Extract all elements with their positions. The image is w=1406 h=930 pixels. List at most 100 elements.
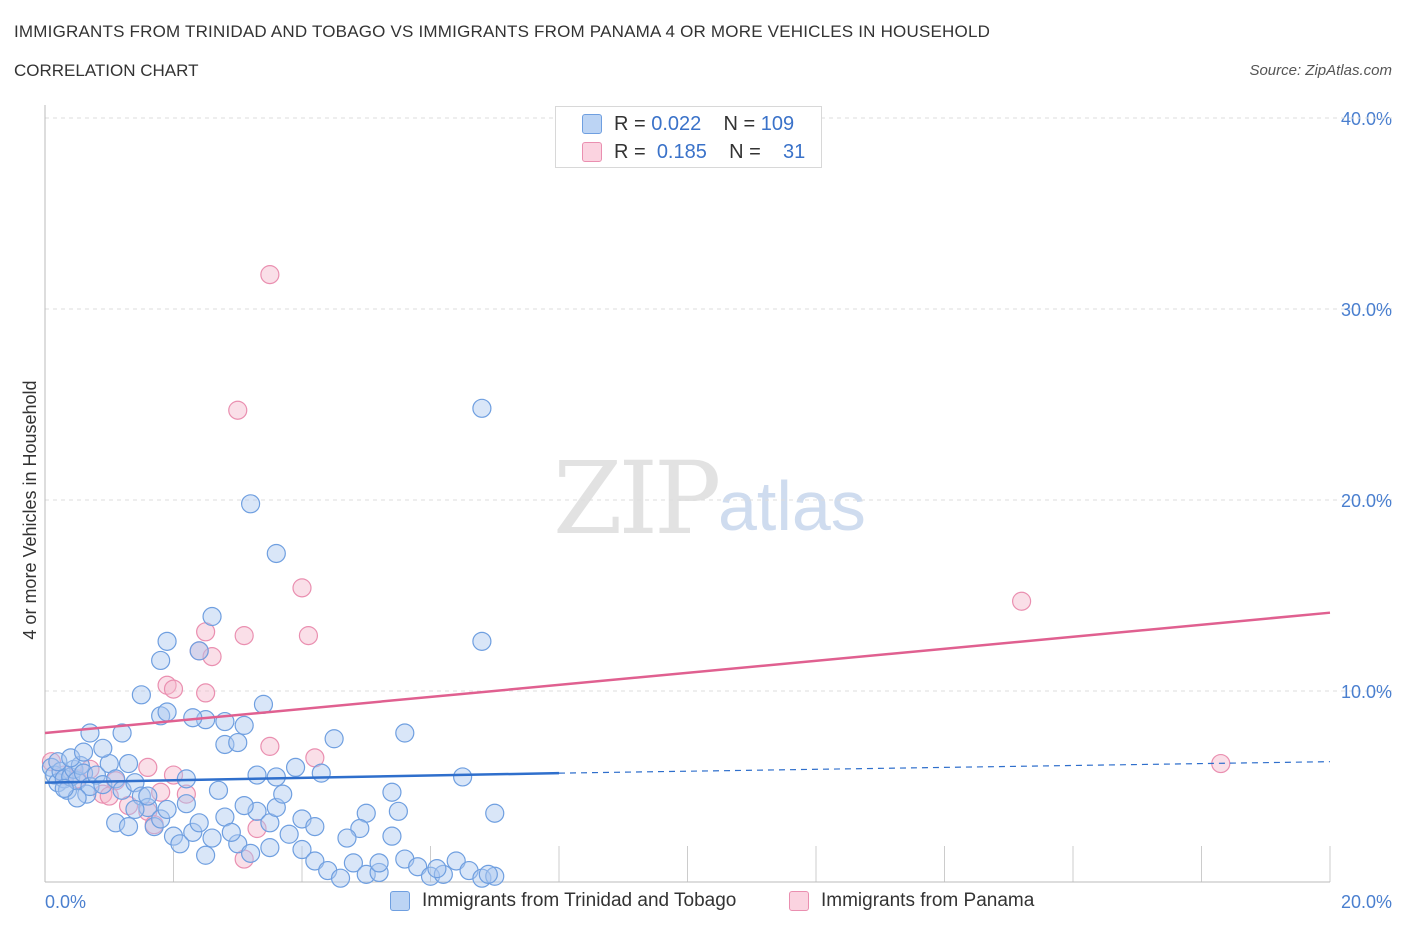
trinidad-point	[48, 752, 68, 772]
legend-n-value: 31	[783, 140, 806, 163]
y-tick-label: 40.0%	[1341, 109, 1392, 129]
trinidad-point	[324, 729, 344, 749]
panama-point	[138, 757, 158, 778]
trinidad-point	[144, 817, 164, 837]
trinidad-point	[241, 843, 261, 863]
trinidad-point	[395, 723, 415, 743]
trinidad-point	[369, 853, 389, 873]
panama-point	[260, 736, 280, 756]
legend-r-label: R =	[614, 140, 646, 163]
trinidad-point	[202, 828, 222, 848]
trinidad-point	[305, 851, 325, 871]
panama-point	[1011, 591, 1032, 611]
panama-point	[151, 782, 171, 802]
trinidad-point	[196, 845, 216, 865]
trinidad-point	[453, 767, 473, 787]
legend-n-label: N =	[723, 112, 756, 135]
chart-subtitle: CORRELATION CHART	[14, 61, 199, 80]
trinidad-point	[54, 778, 74, 799]
bottom-swatch-trinidad	[390, 891, 410, 911]
trinidad-point	[273, 784, 293, 804]
trinidad-point	[292, 839, 312, 860]
trinidad-point	[260, 838, 280, 858]
trinidad-point	[350, 818, 370, 839]
x-tick-label: 0.0%	[45, 892, 86, 912]
y-tick-label: 20.0%	[1341, 491, 1392, 511]
legend-row-panama: R = 0.185 N = 31	[582, 139, 805, 165]
legend-r-value: 0.185	[656, 140, 707, 163]
x-tick-label: 20.0%	[1341, 892, 1392, 912]
y-axis-label: 4 or more Vehicles in Household	[20, 380, 40, 639]
trinidad-point	[330, 868, 351, 888]
trinidad-point	[241, 494, 261, 514]
trinidad-point	[228, 834, 248, 854]
trinidad-point	[163, 826, 184, 846]
legend-n-value: 109	[760, 112, 795, 135]
trinidad-point	[337, 828, 357, 848]
trinidad-point	[382, 782, 402, 802]
trinidad-point	[343, 853, 363, 873]
trinidad-point	[183, 822, 203, 842]
trinidad-point	[151, 650, 171, 671]
trinidad-point	[446, 851, 466, 871]
legend-n-label: N =	[729, 140, 761, 163]
correlation-legend: R = 0.022 N = 109 R = 0.185 N = 31	[555, 106, 822, 168]
trinidad-point	[67, 788, 87, 808]
trinidad-point	[472, 398, 492, 418]
bottom-legend-panama: Immigrants from Panama	[789, 890, 1034, 912]
trinidad-point	[157, 799, 177, 820]
trinidad-point	[485, 803, 505, 823]
trinidad-point	[279, 824, 299, 844]
trinidad-trend-line	[44, 771, 560, 784]
legend-swatch-panama	[582, 142, 602, 162]
panama-point	[234, 626, 254, 646]
source-label: Source: ZipAtlas.com	[1249, 62, 1392, 79]
trinidad-point	[266, 767, 286, 787]
trinidad-point	[118, 753, 139, 774]
trinidad-point	[106, 769, 126, 789]
trinidad-point	[472, 631, 492, 651]
trinidad-point	[478, 864, 498, 884]
panama-point	[196, 683, 216, 703]
panama-point	[292, 578, 312, 598]
watermark-zip: ZIP	[553, 440, 721, 557]
panama-point	[260, 265, 280, 285]
trinidad-point	[202, 606, 222, 627]
trinidad-point	[311, 763, 331, 783]
trinidad-point	[208, 780, 229, 800]
trinidad-point	[118, 817, 139, 837]
trinidad-point	[247, 765, 267, 785]
trinidad-point	[427, 859, 447, 879]
trinidad-point	[157, 702, 177, 722]
trinidad-point	[408, 857, 428, 877]
bottom-swatch-panama	[789, 891, 809, 911]
trinidad-point	[125, 799, 145, 820]
legend-swatch-trinidad	[582, 114, 602, 134]
trinidad-point	[131, 685, 151, 705]
y-tick-label: 30.0%	[1341, 300, 1392, 320]
trinidad-trend-extension	[558, 761, 1331, 774]
trinidad-point	[382, 826, 402, 846]
chart-title: IMMIGRANTS FROM TRINIDAD AND TOBAGO VS I…	[14, 22, 991, 41]
trinidad-point	[157, 631, 177, 651]
trinidad-point	[189, 813, 209, 833]
trinidad-point	[170, 834, 190, 854]
bottom-legend-label: Immigrants from Trinidad and Tobago	[422, 890, 737, 911]
panama-point	[163, 679, 184, 699]
legend-row-trinidad: R = 0.022 N = 109	[582, 111, 794, 137]
legend-r-label: R =	[614, 112, 646, 135]
trinidad-point	[151, 809, 171, 829]
trinidad-point	[388, 801, 408, 821]
trinidad-point	[176, 794, 196, 814]
trinidad-point	[285, 757, 306, 778]
trinidad-point	[228, 732, 248, 753]
trinidad-point	[234, 795, 254, 816]
trinidad-point	[234, 715, 254, 735]
watermark-atlas: atlas	[718, 467, 866, 545]
trinidad-point	[189, 641, 209, 661]
panama-point	[228, 400, 248, 420]
bottom-legend-label: Immigrants from Panama	[821, 890, 1035, 911]
trinidad-point	[93, 738, 113, 758]
trinidad-point	[266, 543, 286, 564]
